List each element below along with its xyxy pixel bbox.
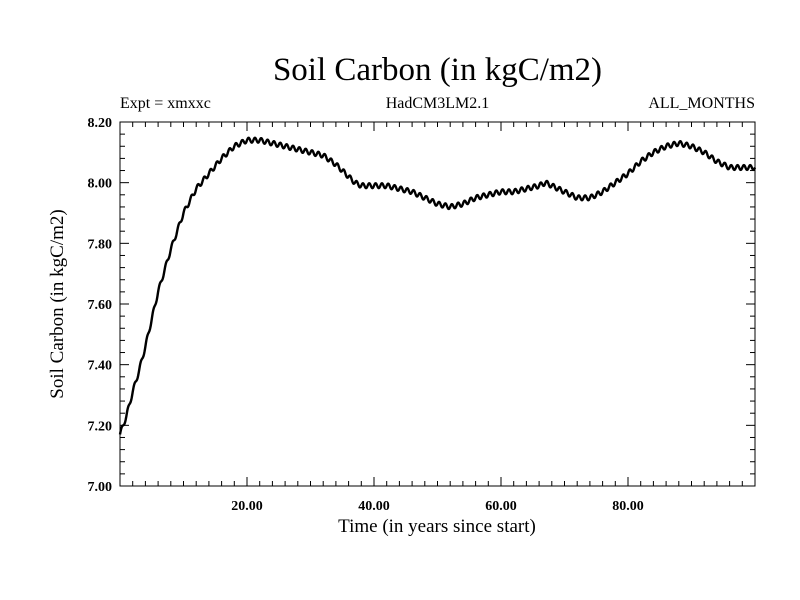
experiment-label: Expt = xmxxc: [120, 95, 211, 112]
series-line: [118, 136, 757, 435]
y-tick-label: 8.20: [88, 116, 113, 131]
x-tick-label: 20.00: [231, 499, 263, 514]
y-tick-label: 7.00: [88, 480, 113, 495]
months-label: ALL_MONTHS: [648, 95, 755, 112]
plot-frame: [119, 121, 756, 487]
y-tick-labels: 7.00 7.20 7.40 7.60 7.80 8.00 8.20: [88, 116, 113, 495]
x-tick-label: 80.00: [612, 499, 644, 514]
x-tick-label: 60.00: [485, 499, 517, 514]
model-label: HadCM3LM2.1: [385, 95, 490, 112]
y-tick-label: 7.80: [88, 237, 113, 252]
x-tick-labels: 20.00 40.00 60.00 80.00: [231, 499, 644, 514]
x-axis-title: Time (in years since start): [338, 516, 536, 537]
y-tick-label: 8.00: [88, 177, 113, 192]
chart-title: Soil Carbon (in kgC/m2): [272, 52, 603, 88]
y-tick-label: 7.40: [88, 359, 113, 374]
y-axis-title: Soil Carbon (in kgC/m2): [47, 209, 68, 398]
x-tick-label: 40.00: [358, 499, 390, 514]
y-tick-label: 7.60: [88, 298, 113, 313]
y-tick-label: 7.20: [88, 419, 113, 434]
ticks: [120, 122, 755, 486]
